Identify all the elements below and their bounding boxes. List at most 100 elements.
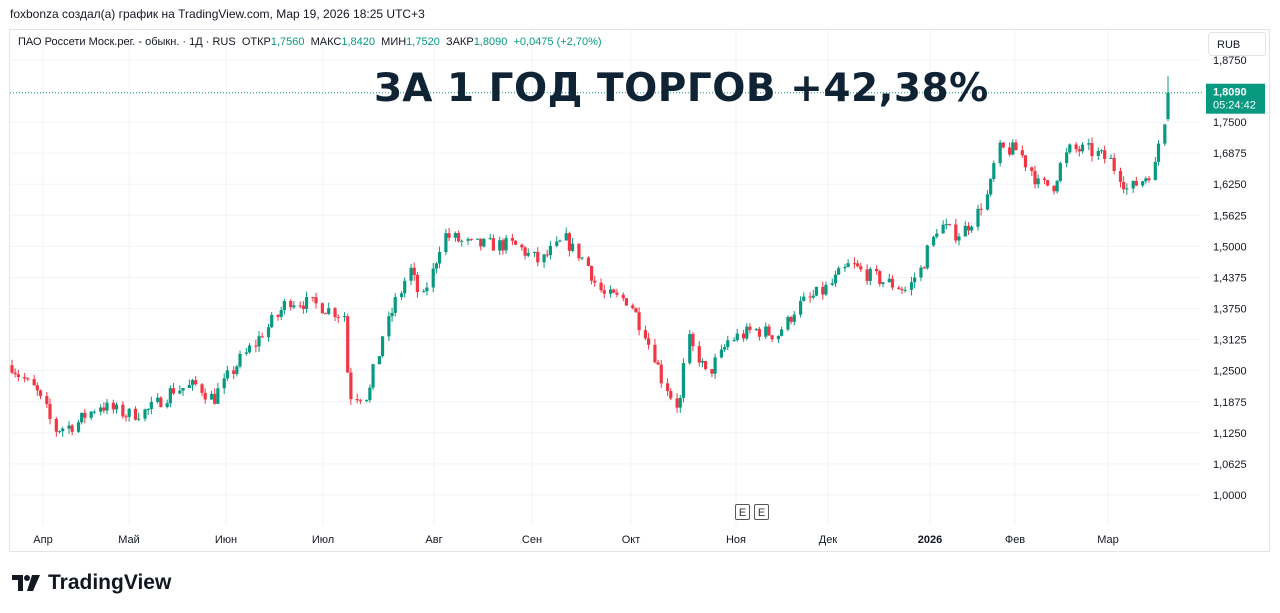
candle-body	[589, 265, 594, 281]
candle-body	[171, 388, 176, 394]
candle-body	[257, 336, 261, 347]
price-axis: 1,0000 1,0625 1,1250 1,1875 1,2500 1,3125 1,37…	[1206, 55, 1265, 502]
candle-body	[821, 286, 825, 295]
symbol-name[interactable]: ПАО Россети Моск.рег. - обыкн. · 1Д · RU…	[18, 36, 236, 48]
candle-body	[1099, 150, 1104, 152]
low-value: 1,7520	[406, 36, 440, 48]
candle-body	[966, 225, 971, 231]
candle-body	[919, 267, 923, 278]
candle-body	[837, 268, 841, 275]
time-tick-label: Мар	[1097, 534, 1119, 546]
candle-body	[726, 340, 730, 347]
candle-body	[35, 385, 39, 391]
candle-body	[631, 305, 635, 309]
candle-body	[770, 335, 774, 340]
candle-body	[102, 407, 106, 411]
price-tick-label: 1,8750	[1213, 55, 1247, 67]
candle-body	[1141, 181, 1145, 186]
candle-body	[586, 257, 591, 266]
candle-body	[599, 282, 603, 291]
candle-body	[235, 366, 239, 374]
candle-body	[48, 404, 52, 419]
candle-body	[710, 369, 714, 374]
candle-body	[824, 284, 828, 295]
candle-body	[852, 263, 857, 265]
open-value: 1,7560	[270, 36, 305, 48]
candle-body	[719, 349, 724, 358]
candle-body	[114, 404, 119, 410]
candle-body	[520, 244, 524, 248]
candle-body	[1163, 124, 1167, 144]
price-tick-label: 1,6250	[1213, 179, 1247, 191]
candle-body	[1112, 157, 1116, 171]
candle-body	[526, 253, 530, 256]
candle-body	[1109, 157, 1113, 159]
candle-body	[843, 266, 847, 269]
candle-body	[358, 400, 362, 402]
high-value: 1,8420	[341, 36, 376, 48]
candle-body	[1103, 150, 1107, 159]
candle-body	[811, 295, 815, 298]
candle-body	[444, 233, 448, 252]
candle-body	[1096, 150, 1100, 157]
candle-body	[282, 301, 286, 311]
candle-body	[225, 370, 229, 379]
price-tick-label: 1,0000	[1213, 490, 1247, 502]
candle-body	[254, 345, 258, 347]
candle-body	[301, 305, 305, 309]
candle-body	[1014, 142, 1018, 151]
candle-body	[83, 412, 87, 418]
candle-body	[989, 178, 993, 195]
candle-body	[1001, 142, 1005, 148]
candle-body	[368, 387, 372, 400]
candle-body	[615, 292, 619, 295]
time-tick-label: Июн	[215, 534, 237, 546]
candle-body	[846, 263, 850, 267]
price-tick-label: 1,7500	[1213, 117, 1247, 129]
time-tick-label: 2026	[918, 534, 942, 546]
candle-body	[1058, 163, 1062, 181]
event-marker-earnings[interactable]: E	[754, 504, 769, 520]
candle-body	[865, 269, 869, 281]
candle-body	[646, 338, 651, 345]
candle-body	[621, 294, 625, 299]
candle-body	[232, 370, 236, 374]
candle-body	[792, 314, 796, 322]
tradingview-logo[interactable]: TradingView	[12, 571, 171, 595]
candle-body	[216, 388, 220, 404]
candle-body	[371, 364, 375, 388]
change-value: +0,0475 (+2,70%)	[513, 36, 602, 48]
candle-body	[403, 280, 407, 294]
last-price-badge-bg	[1206, 83, 1265, 114]
candle-body	[482, 238, 486, 247]
chart-credit: foxbonza создал(а) график на TradingView…	[10, 7, 425, 21]
candle-body	[238, 353, 242, 367]
candle-body	[634, 308, 638, 313]
candle-body	[26, 378, 30, 380]
candle-body	[415, 274, 419, 293]
candle-body	[279, 310, 283, 317]
candle-body	[555, 241, 559, 246]
open-label: ОТКР	[241, 36, 271, 48]
candle-body	[57, 431, 62, 433]
candle-body	[336, 316, 340, 318]
candle-body	[380, 336, 385, 357]
event-marker-earnings[interactable]: E	[735, 504, 750, 520]
candle-body	[431, 268, 435, 288]
candle-body	[735, 333, 739, 341]
candle-body	[510, 238, 515, 241]
candle-body	[935, 233, 939, 237]
candle-body	[387, 316, 391, 337]
candle-body	[954, 224, 958, 241]
candle-body	[665, 383, 670, 392]
candle-body	[333, 308, 337, 317]
currency-button[interactable]: RUB	[1208, 32, 1266, 56]
candle-body	[656, 362, 660, 365]
candle-body	[681, 363, 686, 398]
candle-body	[327, 308, 331, 314]
candle-body	[475, 238, 480, 240]
candle-body	[501, 240, 505, 251]
candle-body	[513, 240, 518, 245]
